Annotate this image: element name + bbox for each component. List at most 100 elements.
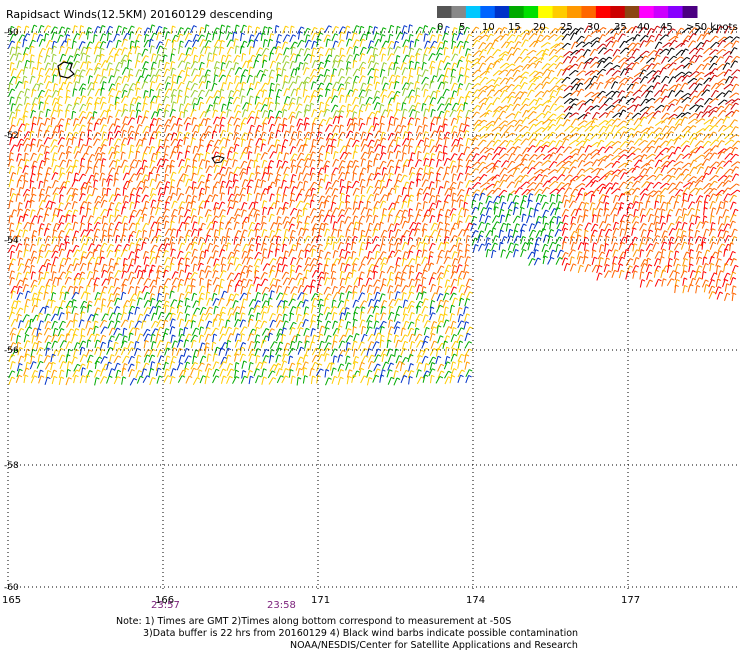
wind-barb-flag xyxy=(709,153,712,155)
wind-barb-flag xyxy=(460,165,463,167)
wind-barb-flag xyxy=(393,140,396,142)
wind-barb xyxy=(114,70,117,78)
wind-barb-flag xyxy=(125,48,128,50)
wind-barb xyxy=(86,146,89,153)
wind-barb xyxy=(235,125,237,133)
wind-barb xyxy=(662,175,668,180)
wind-barb-flag xyxy=(575,64,578,66)
wind-barb-flag xyxy=(103,82,106,84)
wind-barb-flag xyxy=(341,111,344,113)
wind-barb-flag xyxy=(507,97,510,99)
wind-barb xyxy=(275,84,277,92)
wind-barb-flag xyxy=(215,75,218,77)
wind-barb-flag xyxy=(314,69,317,71)
wind-barb-flag xyxy=(342,77,345,79)
wind-barb-flag xyxy=(405,68,408,70)
wind-barb xyxy=(74,82,76,90)
wind-barb-flag xyxy=(466,76,469,78)
wind-barb-flag xyxy=(485,147,488,149)
wind-barb-flag xyxy=(147,147,150,149)
wind-barb-flag xyxy=(103,179,106,181)
wind-barb-flag xyxy=(130,180,133,182)
wind-barb xyxy=(542,69,547,76)
wind-barb xyxy=(11,117,13,125)
wind-barb-flag xyxy=(328,39,331,41)
wind-barb-flag xyxy=(547,77,550,79)
wind-barb-flag xyxy=(355,89,358,91)
wind-barb-flag xyxy=(356,140,359,142)
wind-barb-flag xyxy=(83,84,86,86)
wind-barb-flag xyxy=(172,61,175,63)
wind-barb-flag xyxy=(547,187,550,189)
wind-barb-flag xyxy=(189,48,192,50)
wind-barb-flag xyxy=(11,166,14,168)
wind-barb-flag xyxy=(491,85,494,87)
wind-barb xyxy=(46,187,48,195)
wind-barb xyxy=(17,167,19,175)
wind-barb-flag xyxy=(497,175,500,177)
wind-barb xyxy=(109,48,113,55)
wind-barb-flag xyxy=(405,46,408,48)
wind-barb-flag xyxy=(237,90,240,92)
wind-barb-flag xyxy=(223,112,226,114)
wind-barb xyxy=(338,40,341,47)
wind-barb-flag xyxy=(301,123,304,125)
wind-barb xyxy=(380,123,382,131)
wind-barb-flag xyxy=(90,97,93,99)
wind-barb-flag xyxy=(595,118,598,120)
wind-barb-flag xyxy=(125,160,128,162)
wind-barb-flag xyxy=(200,97,203,99)
wind-barb xyxy=(200,40,203,47)
wind-barb-flag xyxy=(694,138,697,140)
wind-barb xyxy=(612,170,618,175)
wind-barb xyxy=(88,117,92,124)
wind-barb xyxy=(513,104,517,111)
wind-barb-flag xyxy=(207,187,210,189)
wind-barb xyxy=(654,167,658,174)
wind-barb xyxy=(220,89,221,97)
wind-barb-flag xyxy=(535,119,538,121)
wind-barb-flag xyxy=(391,41,394,43)
wind-barb xyxy=(311,188,313,196)
wind-barb xyxy=(634,118,639,125)
wind-barb-flag xyxy=(693,181,696,183)
wind-barb-flag xyxy=(88,62,91,64)
wind-barb xyxy=(75,151,78,158)
wind-barb xyxy=(451,118,454,126)
wind-barb-flag xyxy=(151,89,154,91)
wind-barb-flag xyxy=(372,68,375,70)
wind-barb xyxy=(647,71,653,76)
wind-barb xyxy=(186,67,187,75)
wind-barb-flag xyxy=(245,70,248,72)
wind-barb-flag xyxy=(36,84,39,86)
wind-barb-flag xyxy=(425,70,428,72)
wind-barb xyxy=(723,51,729,56)
wind-barb xyxy=(409,96,411,104)
wind-barb xyxy=(606,119,612,125)
wind-barb xyxy=(25,89,27,97)
wind-barb xyxy=(401,117,403,125)
wind-barb-flag xyxy=(687,75,690,77)
wind-barb-flag xyxy=(398,145,401,147)
wind-barb-flag xyxy=(132,46,135,48)
wind-barb-flag xyxy=(329,83,332,85)
wind-barb xyxy=(667,139,672,146)
wind-barb-flag xyxy=(687,145,690,147)
wind-barb-flag xyxy=(139,160,142,162)
wind-barb xyxy=(557,175,562,181)
wind-barb xyxy=(373,48,375,56)
wind-barb-flag xyxy=(714,75,717,77)
wind-barb-flag xyxy=(180,90,183,92)
wind-barb xyxy=(52,98,55,106)
wind-barb-flag xyxy=(26,97,29,99)
wind-barb-flag xyxy=(547,105,550,107)
wind-barb xyxy=(598,48,603,54)
wind-barb-flag xyxy=(75,189,78,191)
wind-barb-flag xyxy=(723,111,726,113)
wind-barb-flag xyxy=(182,160,185,162)
wind-barb xyxy=(473,76,479,82)
wind-barb-flag xyxy=(17,110,20,112)
wind-barb xyxy=(135,133,136,141)
wind-barb-flag xyxy=(279,111,282,113)
wind-barb xyxy=(683,183,690,188)
